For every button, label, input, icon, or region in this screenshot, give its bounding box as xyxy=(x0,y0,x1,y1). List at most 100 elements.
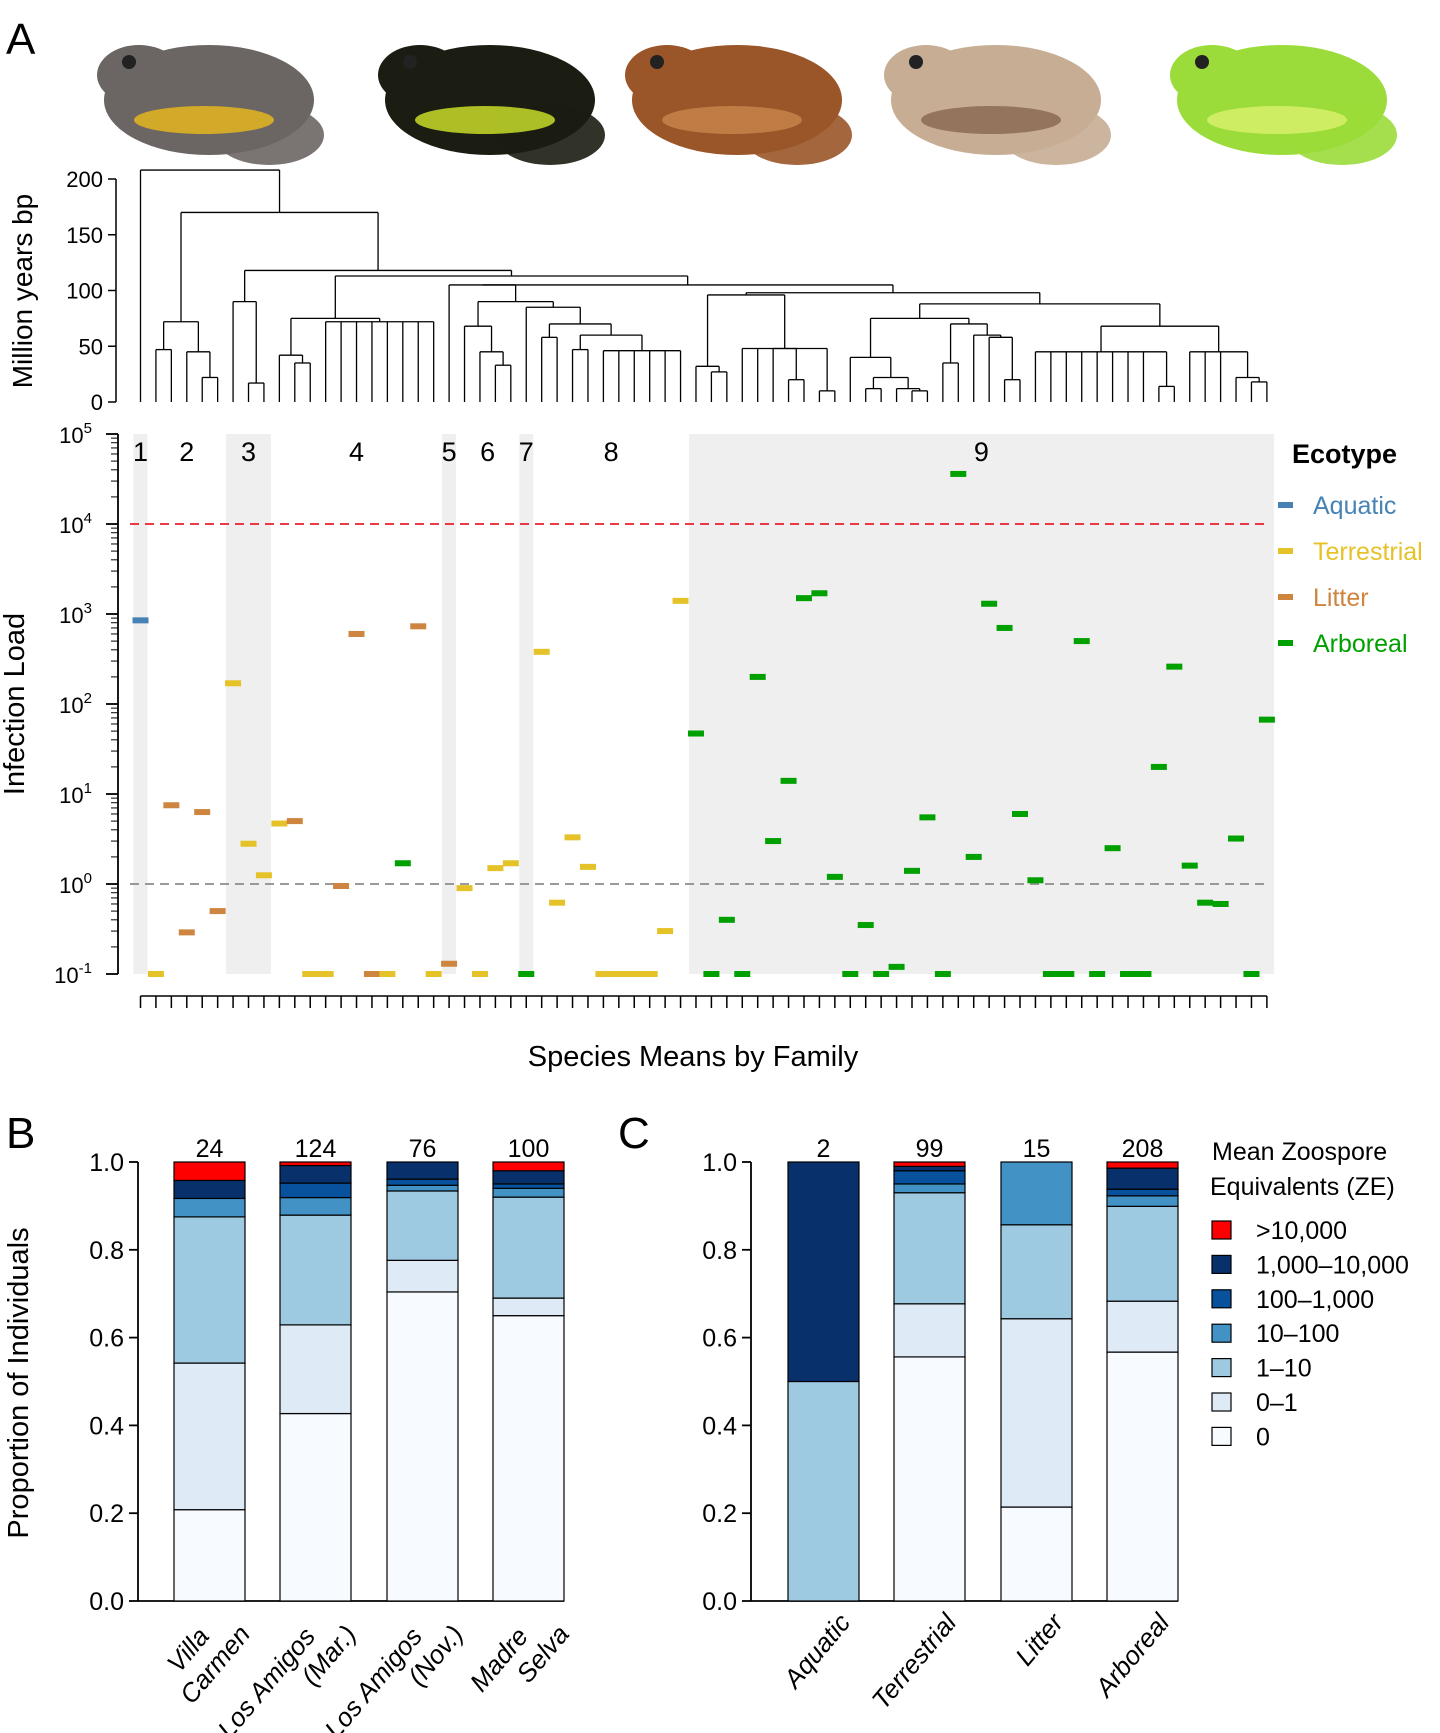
bar-segment-0 xyxy=(386,1291,459,1602)
species-mean-mark xyxy=(363,971,380,977)
legend-swatch-terrestrial xyxy=(1278,548,1293,554)
species-mean-mark xyxy=(255,872,272,879)
ze-legend-swatch xyxy=(1211,1254,1232,1275)
species-mean-mark xyxy=(703,971,720,977)
species-mean-mark xyxy=(996,624,1013,631)
species-mean-mark xyxy=(811,590,828,597)
y-tick-label: 0.2 xyxy=(89,1500,124,1528)
legend-label-aquatic: Aquatic xyxy=(1313,492,1396,520)
species-mean-mark xyxy=(873,971,890,977)
bar-segment-10–100 xyxy=(279,1196,352,1216)
species-mean-mark xyxy=(857,922,874,929)
family-label: 9 xyxy=(974,437,989,467)
bar-segment-10–100 xyxy=(1106,1195,1179,1207)
bar-count-label: 76 xyxy=(409,1135,437,1163)
species-mean-mark xyxy=(518,971,535,977)
frog-marking xyxy=(662,106,802,134)
y-tick-label: 0 xyxy=(91,390,103,415)
infection-y-label: Infection Load xyxy=(0,613,31,795)
bar-segment-1–10 xyxy=(1106,1205,1179,1302)
ze-legend-label: 1–10 xyxy=(1256,1355,1312,1383)
species-mean-mark xyxy=(564,834,581,841)
panel-label-c: C xyxy=(618,1109,650,1158)
bar-segment-100–1,000 xyxy=(386,1178,459,1186)
frog-head xyxy=(1170,45,1254,105)
species-mean-mark xyxy=(579,863,596,870)
bar-segment-100–1,000 xyxy=(492,1183,565,1189)
species-mean-mark xyxy=(965,853,982,860)
family-shading xyxy=(133,434,148,974)
bar-segment-0–1 xyxy=(1000,1318,1073,1508)
species-mean-mark xyxy=(1258,716,1275,723)
bar-segment-0 xyxy=(893,1356,966,1602)
bar-segment-1–10 xyxy=(173,1216,246,1364)
x-category-label: Terrestrial xyxy=(866,1607,963,1715)
bar-segment-1,000–10,000 xyxy=(787,1161,860,1383)
x-category-label-line: Arboreal xyxy=(1088,1607,1176,1704)
species-mean-mark xyxy=(595,971,612,977)
species-mean-mark xyxy=(1181,862,1198,869)
ze-legend-swatch xyxy=(1211,1426,1232,1447)
frog-head xyxy=(884,45,968,105)
ze-legend-label: 100–1,000 xyxy=(1256,1286,1374,1314)
species-mean-mark xyxy=(981,600,998,607)
infection-x-label: Species Means by Family xyxy=(528,1041,859,1073)
y-tick-label: 0.8 xyxy=(89,1237,124,1265)
species-mean-mark xyxy=(333,883,350,890)
family-label: 4 xyxy=(349,437,364,467)
ze-legend-label: 0 xyxy=(1256,1423,1270,1451)
y-tick-label: 150 xyxy=(66,223,103,248)
species-mean-mark xyxy=(471,971,488,977)
species-mean-mark xyxy=(950,470,967,477)
y-tick-label: 105 xyxy=(59,420,92,448)
species-mean-mark xyxy=(826,873,843,880)
species-mean-mark xyxy=(225,680,242,687)
dendro-y-label: Million years bp xyxy=(7,194,38,389)
y-tick-exponent: 2 xyxy=(84,690,92,707)
species-mean-mark xyxy=(672,597,689,604)
legend-label-litter: Litter xyxy=(1313,584,1369,612)
species-mean-mark xyxy=(1197,899,1214,906)
bar-segment-1–10 xyxy=(1000,1224,1073,1320)
y-tick-exponent: 0 xyxy=(84,870,92,887)
frog-head xyxy=(625,45,709,105)
species-mean-mark xyxy=(919,814,936,821)
bar-segment-0 xyxy=(279,1412,352,1602)
bar-segment-0–1 xyxy=(279,1324,352,1415)
bar-segment->10,000 xyxy=(492,1161,565,1172)
bar-count-label: 15 xyxy=(1023,1135,1051,1163)
species-mean-mark xyxy=(842,971,859,977)
panel-label-a: A xyxy=(6,15,36,64)
y-tick-label: 101 xyxy=(59,780,92,808)
bar-count-label: 124 xyxy=(295,1135,337,1163)
bar-chart-sites: 0.0 0.2 0.4 0.6 0.8 1.0 Proportion of Individu… xyxy=(3,1135,575,1733)
ecotype-legend-title: Ecotype xyxy=(1292,439,1397,469)
x-category-label: MadreSelva xyxy=(464,1600,575,1716)
frog-eye xyxy=(1195,55,1209,69)
species-mean-mark xyxy=(1135,971,1152,977)
bar-segment-0 xyxy=(1000,1506,1073,1602)
species-mean-mark xyxy=(626,971,643,977)
y-tick-exponent: 3 xyxy=(84,600,92,617)
frog-photo-brown-horned xyxy=(625,45,852,165)
frog-marking xyxy=(1207,106,1347,134)
species-mean-mark xyxy=(1012,810,1029,817)
bar-segment-1–10 xyxy=(893,1192,966,1305)
y-tick-label: 102 xyxy=(59,690,92,718)
x-category-label: Arboreal xyxy=(1088,1607,1176,1704)
phylogeny-dendrogram: 0 50 100 150 200 Million years bp xyxy=(7,167,1268,415)
legend-label-arboreal: Arboreal xyxy=(1313,630,1408,658)
bar-count-label: 24 xyxy=(196,1135,224,1163)
species-mean-mark xyxy=(302,971,319,977)
bar-segment-0 xyxy=(492,1315,565,1602)
y-tick-label: 0.6 xyxy=(89,1325,124,1353)
family-label: 5 xyxy=(442,437,457,467)
bar-segment-1,000–10,000 xyxy=(492,1170,565,1185)
family-shading xyxy=(442,434,457,974)
species-mean-mark xyxy=(502,860,519,867)
zoospore-legend: Mean Zoospore Equivalents (ZE) >10,000 1,00… xyxy=(1210,1138,1409,1451)
ze-legend-label: 10–100 xyxy=(1256,1320,1339,1348)
x-category-label-line: Litter xyxy=(1009,1607,1070,1672)
y-tick-label: 104 xyxy=(59,510,92,538)
